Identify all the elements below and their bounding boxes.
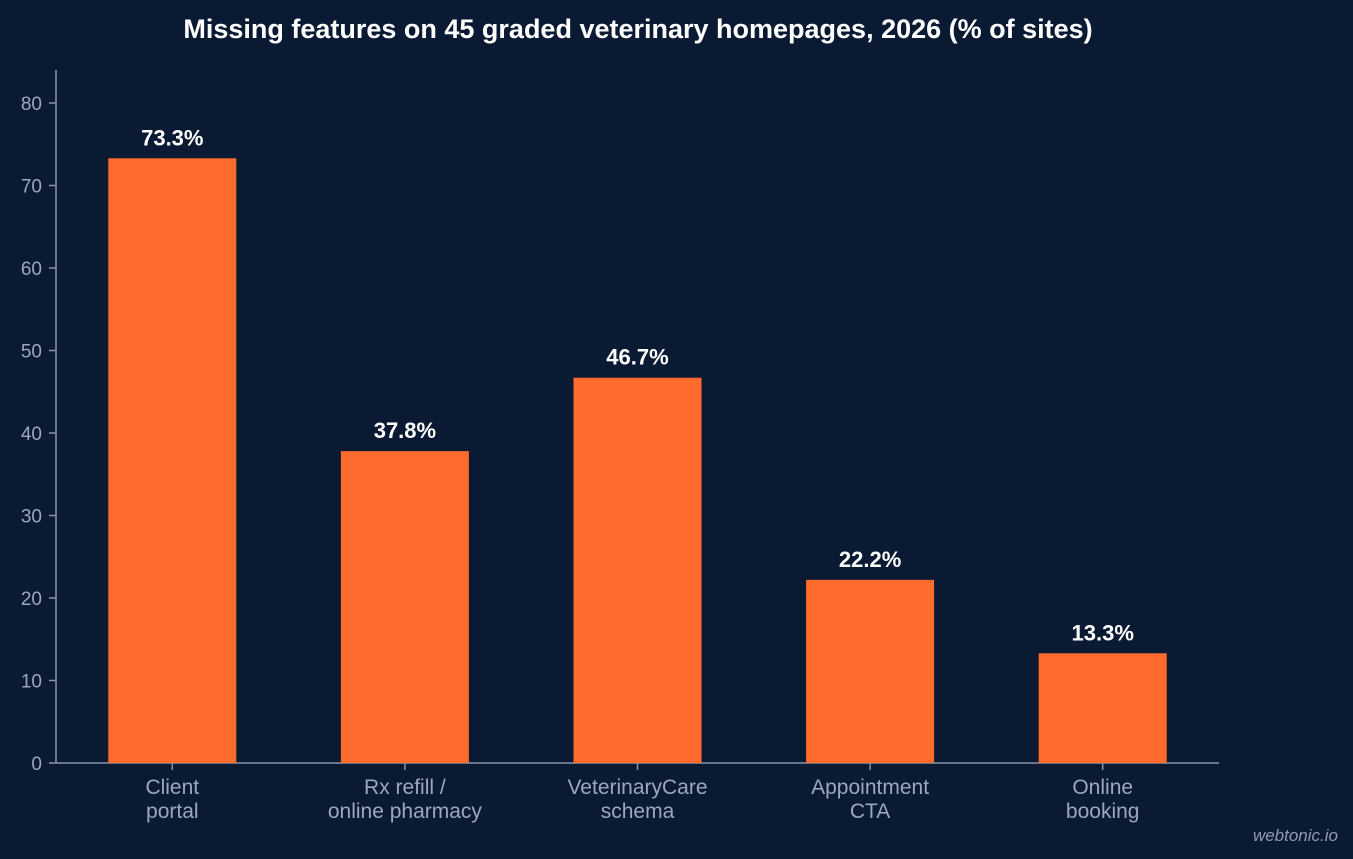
y-tick-label: 30 (21, 507, 42, 528)
x-tick-label: Appointment (811, 776, 929, 799)
x-tick-label: CTA (850, 800, 890, 823)
y-tick-label: 20 (21, 589, 42, 610)
data-label: 46.7% (606, 345, 668, 370)
y-tick-label: 70 (21, 177, 42, 198)
y-tick-label: 60 (21, 259, 42, 280)
x-tick-label: online pharmacy (328, 800, 483, 823)
x-tick-label: portal (146, 800, 199, 823)
bar (340, 451, 469, 763)
y-axis: 0 10 20 30 40 50 60 70 80 (21, 70, 57, 775)
data-label: 73.3% (141, 125, 203, 150)
data-label: 22.2% (839, 547, 901, 572)
chart-title: Missing features on 45 graded veterinary… (183, 14, 1092, 44)
x-axis (56, 762, 1219, 770)
bar (573, 377, 702, 763)
x-tick-label: schema (601, 800, 675, 823)
bar (1038, 653, 1167, 763)
x-tick-label: VeterinaryCare (567, 776, 707, 799)
x-tick-label: Rx refill / (364, 776, 446, 799)
y-tick-label: 0 (31, 754, 42, 775)
watermark: webtonic.io (1253, 826, 1338, 845)
bars (108, 158, 1167, 763)
y-tick-label: 50 (21, 342, 42, 363)
data-label: 13.3% (1072, 620, 1134, 645)
y-tick-label: 80 (21, 94, 42, 115)
bar (806, 579, 935, 763)
bar (108, 158, 237, 763)
x-tick-label: Client (145, 776, 199, 799)
data-label: 37.8% (374, 418, 436, 443)
x-tick-label: booking (1066, 800, 1140, 823)
y-tick-label: 10 (21, 672, 42, 693)
x-tick-label: Online (1072, 776, 1133, 799)
y-tick-label: 40 (21, 424, 42, 445)
data-labels: 73.3% 37.8% 46.7% 22.2% 13.3% (141, 125, 1134, 645)
